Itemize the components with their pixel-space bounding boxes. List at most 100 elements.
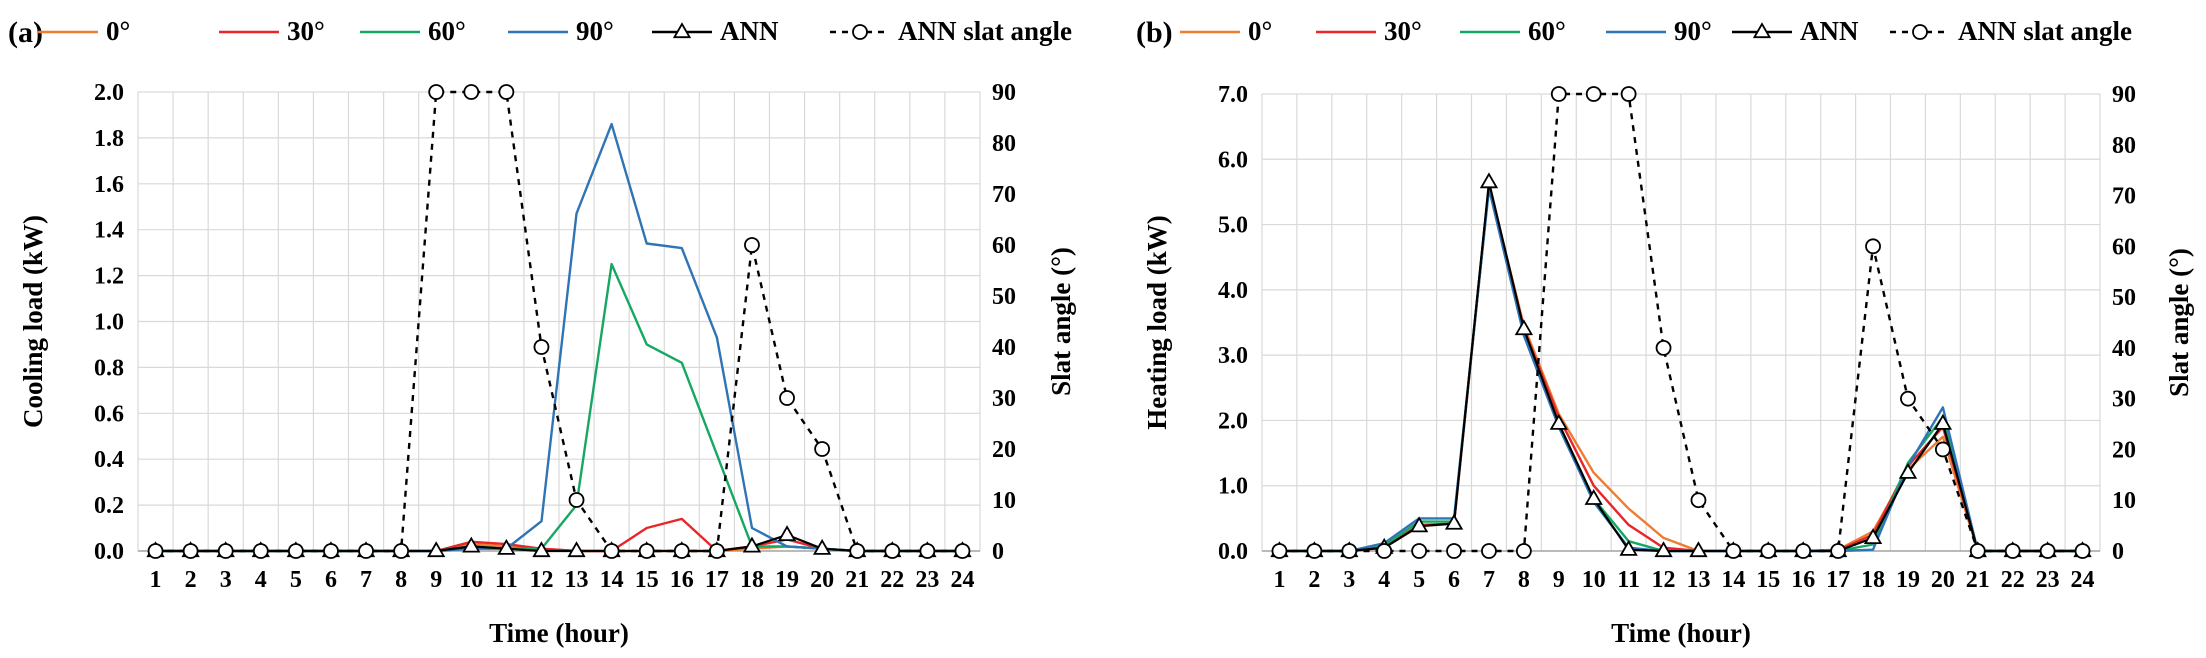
- y-axis-ticks: 0.0 0.2 0.4 0.6 0.8 1.0 1.2 1.4 1.6 1.8 2.0: [94, 80, 124, 565]
- y2-axis-title: Slat angle (°): [2164, 248, 2194, 397]
- circle-marker: [673, 543, 690, 559]
- y2-tick-label: 80: [992, 131, 1016, 157]
- y-axis-title: Heating load (kW): [1142, 215, 1172, 430]
- x-tick-label: 8: [395, 567, 407, 593]
- y-tick-label: 2.0: [1218, 408, 1248, 434]
- y2-tick-label: 70: [992, 182, 1016, 208]
- triangle-marker: [1752, 22, 1772, 39]
- x-tick-label: 20: [810, 567, 834, 593]
- circle-marker: [1620, 86, 1637, 102]
- legend-label: 0°: [106, 16, 130, 46]
- y-tick-label: 1.0: [94, 310, 124, 336]
- circle-marker: [252, 543, 269, 559]
- y2-tick-label: 10: [2112, 488, 2136, 514]
- y-tick-label: 0.0: [1218, 539, 1248, 565]
- legend-label: 30°: [287, 16, 325, 46]
- y2-tick-label: 80: [2112, 133, 2136, 159]
- triangle-marker: [532, 541, 551, 558]
- circle-marker: [323, 543, 339, 559]
- x-tick-label: 5: [1413, 567, 1425, 593]
- panel-label: (b): [1136, 16, 1173, 49]
- x-tick-label: 4: [255, 567, 267, 593]
- legend-item: 30°: [1316, 16, 1422, 46]
- legend-label: ANN slat angle: [1958, 16, 2132, 46]
- y2-tick-label: 30: [2112, 387, 2136, 413]
- y2-tick-label: 40: [992, 335, 1016, 361]
- circle-marker: [463, 84, 480, 100]
- y2-tick-label: 90: [2112, 82, 2136, 108]
- legend-item: ANN slat angle: [830, 16, 1072, 46]
- circle-marker: [852, 24, 868, 40]
- chart-panel-a: 0.00.20.40.60.81.01.21.41.61.82.00102030…: [8, 16, 1076, 648]
- circle-marker: [1481, 543, 1497, 559]
- circle-marker: [217, 543, 234, 559]
- circle-marker: [1515, 543, 1532, 559]
- y2-tick-label: 20: [2112, 437, 2136, 463]
- circle-marker: [744, 237, 760, 253]
- y2-tick-label: 10: [992, 488, 1016, 514]
- triangle-marker: [742, 536, 762, 553]
- legend-item: ANN: [1732, 16, 1859, 46]
- x-tick-label: 9: [430, 567, 442, 593]
- legend: 0° 30° 60° 90° ANN ANN slat angle: [1180, 16, 2132, 46]
- x-tick-label: 20: [1931, 567, 1955, 593]
- x-tick-label: 14: [600, 567, 624, 593]
- x-tick-label: 15: [635, 567, 659, 593]
- circle-marker: [1912, 24, 1928, 40]
- y2-axis-ticks: 0 10 20 30 40 50 60 70 80 90: [992, 80, 1016, 565]
- legend-item: 0°: [1180, 16, 1272, 46]
- y-tick-label: 0.8: [94, 355, 124, 381]
- circle-marker: [1865, 238, 1881, 255]
- triangle-marker: [1689, 541, 1708, 558]
- series-ann-slat-angle: [1271, 86, 2091, 559]
- x-tick-label: 10: [459, 567, 483, 593]
- x-tick-label: 1: [1273, 567, 1285, 593]
- circle-marker: [1341, 543, 1358, 559]
- series-ann-slat-angle: [147, 84, 971, 559]
- x-tick-label: 2: [185, 567, 197, 593]
- x-axis-ticks: 1 2 3 4 5 6 7 8 9 10 11 12 13 14 15 16 17 18 19 20 21 22 23 24: [1273, 567, 2094, 593]
- y2-tick-label: 40: [2112, 336, 2136, 362]
- legend-label: ANN slat angle: [898, 16, 1072, 46]
- x-axis-ticks: 1 2 3 4 5 6 7 8 9 10 11 12 13 14 15 16 17 18 19 20 21 22 23 24: [150, 567, 975, 593]
- circle-marker: [1411, 543, 1428, 559]
- triangle-marker: [567, 541, 586, 558]
- circle-marker: [1690, 492, 1707, 509]
- x-tick-label: 4: [1378, 567, 1390, 593]
- x-tick-label: 6: [325, 567, 337, 593]
- legend-label: ANN: [720, 16, 779, 46]
- x-tick-label: 23: [2036, 567, 2060, 593]
- circle-marker: [1585, 86, 1602, 102]
- circle-marker: [1900, 390, 1916, 407]
- y-tick-label: 0.2: [94, 493, 124, 519]
- y-tick-label: 2.0: [94, 80, 124, 106]
- triangle-marker: [812, 538, 832, 555]
- circle-marker: [954, 543, 971, 559]
- x-tick-label: 8: [1518, 567, 1530, 593]
- circle-marker: [1725, 543, 1742, 559]
- y2-tick-label: 0: [2112, 539, 2124, 565]
- y2-axis-ticks: 0 10 20 30 40 50 60 70 80 90: [2112, 82, 2136, 565]
- x-tick-label: 7: [1483, 567, 1495, 593]
- legend-item: 0°: [38, 16, 130, 46]
- y-tick-label: 0.4: [94, 447, 124, 473]
- x-tick-label: 22: [2001, 567, 2025, 593]
- circle-marker: [358, 543, 374, 559]
- x-axis-title: Time (hour): [1611, 618, 1751, 648]
- y-tick-label: 1.4: [94, 218, 124, 244]
- triangle-marker: [1549, 413, 1568, 430]
- y-tick-label: 6.0: [1218, 147, 1248, 173]
- circle-marker: [814, 441, 831, 457]
- circle-marker: [498, 84, 515, 100]
- triangle-marker: [1409, 516, 1429, 533]
- legend-item: ANN slat angle: [1890, 16, 2132, 46]
- x-tick-label: 3: [220, 567, 232, 593]
- circle-marker: [287, 543, 304, 559]
- y2-tick-label: 70: [2112, 184, 2136, 210]
- y-tick-label: 0.6: [94, 401, 124, 427]
- triangle-marker: [1584, 488, 1603, 505]
- x-tick-label: 19: [775, 567, 799, 593]
- x-tick-label: 9: [1553, 567, 1565, 593]
- y-tick-label: 3.0: [1218, 343, 1248, 369]
- x-tick-label: 17: [1826, 567, 1850, 593]
